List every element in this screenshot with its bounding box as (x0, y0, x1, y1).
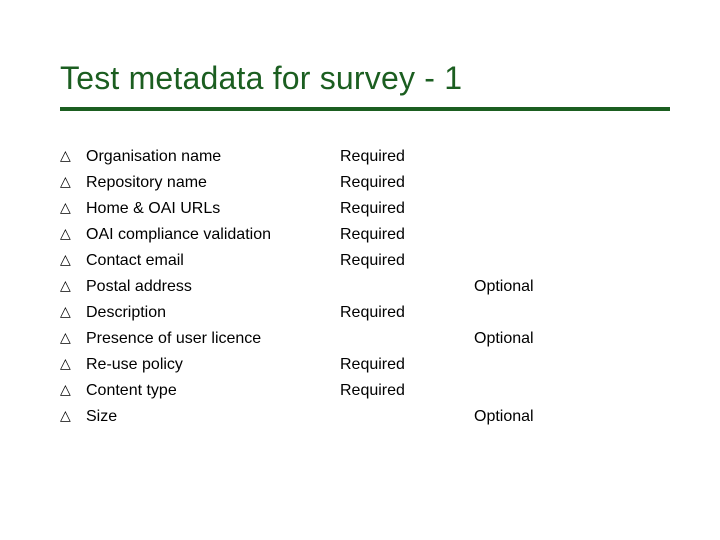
triangle-icon: △ (60, 277, 82, 297)
list-item-label: Postal address (86, 277, 336, 297)
triangle-icon: △ (60, 147, 82, 167)
list-item-label: Content type (86, 381, 336, 401)
triangle-icon: △ (60, 329, 82, 349)
list-item-label: OAI compliance validation (86, 225, 336, 245)
required-cell (340, 407, 470, 427)
title-underline (60, 107, 670, 111)
required-cell (340, 329, 470, 349)
required-cell: Required (340, 381, 470, 401)
triangle-icon: △ (60, 407, 82, 427)
required-cell: Required (340, 199, 470, 219)
optional-cell (474, 199, 584, 219)
required-cell: Required (340, 225, 470, 245)
triangle-icon: △ (60, 303, 82, 323)
metadata-list: △ Organisation name Required △ Repositor… (60, 147, 670, 427)
list-item-label: Repository name (86, 173, 336, 193)
triangle-icon: △ (60, 381, 82, 401)
optional-cell: Optional (474, 407, 584, 427)
triangle-icon: △ (60, 251, 82, 271)
triangle-icon: △ (60, 225, 82, 245)
required-cell: Required (340, 173, 470, 193)
optional-cell (474, 381, 584, 401)
triangle-icon: △ (60, 173, 82, 193)
list-item-label: Home & OAI URLs (86, 199, 336, 219)
list-item-label: Re-use policy (86, 355, 336, 375)
required-cell: Required (340, 303, 470, 323)
optional-cell (474, 173, 584, 193)
list-item-label: Organisation name (86, 147, 336, 167)
list-item-label: Description (86, 303, 336, 323)
optional-cell (474, 355, 584, 375)
slide: Test metadata for survey - 1 △ Organisat… (0, 0, 720, 540)
required-cell: Required (340, 147, 470, 167)
required-cell (340, 277, 470, 297)
required-cell: Required (340, 355, 470, 375)
optional-cell (474, 225, 584, 245)
list-item-label: Size (86, 407, 336, 427)
required-cell: Required (340, 251, 470, 271)
triangle-icon: △ (60, 355, 82, 375)
optional-cell: Optional (474, 277, 584, 297)
triangle-icon: △ (60, 199, 82, 219)
slide-title: Test metadata for survey - 1 (60, 60, 670, 97)
optional-cell (474, 303, 584, 323)
optional-cell: Optional (474, 329, 584, 349)
list-item-label: Presence of user licence (86, 329, 336, 349)
list-item-label: Contact email (86, 251, 336, 271)
optional-cell (474, 147, 584, 167)
optional-cell (474, 251, 584, 271)
